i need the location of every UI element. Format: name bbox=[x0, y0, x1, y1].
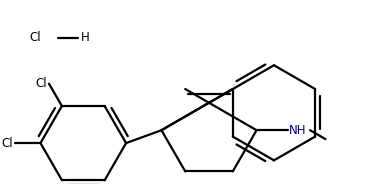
Text: Cl: Cl bbox=[1, 137, 13, 150]
Text: NH: NH bbox=[289, 124, 307, 137]
Text: Cl: Cl bbox=[29, 31, 41, 44]
Text: Cl: Cl bbox=[35, 77, 47, 90]
Text: H: H bbox=[81, 31, 89, 44]
